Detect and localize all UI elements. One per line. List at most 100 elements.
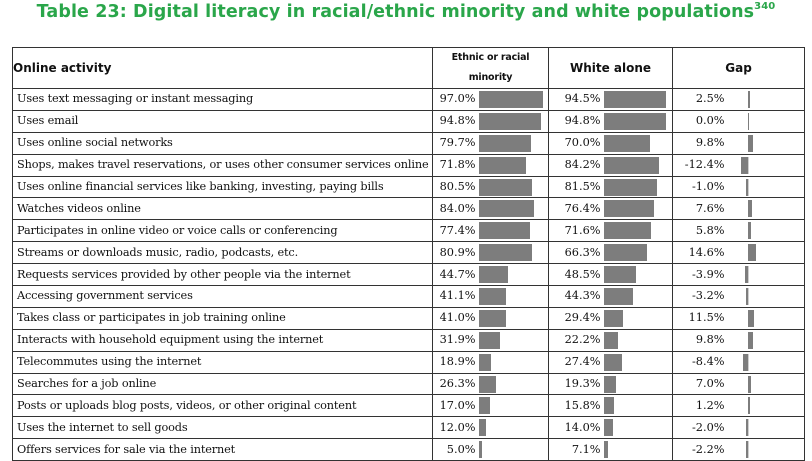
- ethnic-data-bar: [478, 353, 491, 371]
- white-bar-cell: [603, 88, 674, 111]
- gap-bar-cell: [727, 241, 806, 265]
- white-value-cell: 44.3%: [548, 285, 604, 308]
- white-bar-cell: [603, 285, 674, 308]
- white-bar-cell: [603, 328, 674, 352]
- header-gap: Gap: [672, 47, 806, 89]
- table-row: Interacts with household equipment using…: [12, 328, 806, 352]
- white-data-bar: [603, 244, 648, 262]
- white-data-bar: [603, 266, 636, 284]
- ethnic-value-cell: 77.4%: [432, 219, 479, 243]
- white-bar-cell: [603, 306, 674, 330]
- ethnic-bar-cell: [478, 153, 550, 177]
- ethnic-bar-cell: [478, 328, 550, 352]
- ethnic-bar-cell: [478, 219, 550, 243]
- table-body: Uses text messaging or instant messaging…: [12, 88, 806, 461]
- ethnic-data-bar: [478, 441, 482, 459]
- gap-bar-cell: [727, 263, 806, 287]
- activity-cell: Streams or downloads music, radio, podca…: [12, 241, 433, 265]
- gap-axis-line: [747, 288, 749, 306]
- ethnic-value-cell: 80.9%: [432, 241, 479, 265]
- ethnic-bar-cell: [478, 109, 550, 133]
- white-value-cell: 22.2%: [548, 328, 604, 352]
- ethnic-data-bar: [478, 309, 506, 327]
- table-row: Telecommutes using the internet 18.9% 27.4…: [12, 350, 806, 374]
- activity-cell: Interacts with household equipment using…: [12, 328, 433, 352]
- ethnic-data-bar: [478, 266, 508, 284]
- gap-value-cell: 7.0%: [672, 372, 728, 396]
- gap-bar-cell: [727, 394, 806, 418]
- gap-axis-line: [747, 266, 749, 284]
- table-row: Uses online financial services like bank…: [12, 175, 806, 199]
- gap-value-cell: -12.4%: [672, 153, 728, 177]
- ethnic-bar-cell: [478, 438, 550, 461]
- ethnic-data-bar: [478, 91, 543, 108]
- gap-bar-cell: [727, 88, 806, 111]
- table-row: Uses email 94.8% 94.8% 0.0%: [12, 109, 806, 133]
- ethnic-bar-cell: [478, 394, 550, 418]
- gap-axis-line: [747, 178, 749, 196]
- table-title-text: Table 23: Digital literacy in racial/eth…: [36, 2, 755, 22]
- white-bar-cell: [603, 438, 674, 461]
- header-white-alone: White alone: [548, 47, 674, 89]
- white-value-cell: 27.4%: [548, 350, 604, 374]
- activity-cell: Telecommutes using the internet: [12, 350, 433, 374]
- ethnic-data-bar: [478, 288, 506, 306]
- ethnic-value-cell: 31.9%: [432, 328, 479, 352]
- gap-value-cell: -1.0%: [672, 175, 728, 199]
- white-bar-cell: [603, 263, 674, 287]
- white-bar-cell: [603, 153, 674, 177]
- ethnic-data-bar: [478, 244, 532, 262]
- white-data-bar: [603, 441, 609, 459]
- activity-cell: Uses online financial services like bank…: [12, 175, 433, 199]
- gap-bar-cell: [727, 416, 806, 440]
- gap-data-bar: [747, 91, 750, 108]
- table-row: Uses the internet to sell goods 12.0% 14.0…: [12, 416, 806, 440]
- gap-value-cell: -8.4%: [672, 350, 728, 374]
- table-row: Takes class or participates in job train…: [12, 306, 806, 330]
- table-row: Accessing government services 41.1% 44.3% -…: [12, 285, 806, 308]
- gap-data-bar: [747, 309, 754, 327]
- gap-bar-cell: [727, 197, 806, 221]
- white-value-cell: 66.3%: [548, 241, 604, 265]
- header-online-activity: Online activity: [12, 47, 433, 89]
- gap-data-bar: [745, 178, 748, 196]
- ethnic-value-cell: 80.5%: [432, 175, 479, 199]
- gap-data-bar: [745, 266, 748, 284]
- gap-data-bar: [747, 244, 756, 262]
- white-value-cell: 84.2%: [548, 153, 604, 177]
- ethnic-bar-cell: [478, 131, 550, 155]
- ethnic-data-bar: [478, 419, 487, 437]
- header-row: Online activity Ethnic or racial minorit…: [12, 47, 806, 89]
- white-bar-cell: [603, 109, 674, 133]
- gap-value-cell: -3.2%: [672, 285, 728, 308]
- white-value-cell: 76.4%: [548, 197, 604, 221]
- gap-bar-cell: [727, 306, 806, 330]
- table-row: Streams or downloads music, radio, podca…: [12, 241, 806, 265]
- white-bar-cell: [603, 175, 674, 199]
- white-data-bar: [603, 375, 617, 393]
- table-row: Posts or uploads blog posts, videos, or …: [12, 394, 806, 418]
- white-data-bar: [603, 156, 660, 174]
- ethnic-data-bar: [478, 331, 500, 349]
- ethnic-bar-cell: [478, 285, 550, 308]
- ethnic-data-bar: [478, 112, 542, 130]
- footnote-marker: 340: [754, 1, 776, 13]
- ethnic-value-cell: 94.8%: [432, 109, 479, 133]
- table-row: Shops, makes travel reservations, or use…: [12, 153, 806, 177]
- ethnic-data-bar: [478, 375, 496, 393]
- gap-value-cell: 7.6%: [672, 197, 728, 221]
- header-ethnic-minority: Ethnic or racial minority: [431, 47, 550, 89]
- white-value-cell: 29.4%: [548, 306, 604, 330]
- ethnic-bar-cell: [478, 88, 550, 111]
- activity-cell: Shops, makes travel reservations, or use…: [12, 153, 433, 177]
- digital-literacy-table: Online activity Ethnic or racial minorit…: [12, 47, 806, 461]
- activity-cell: Accessing government services: [12, 285, 433, 308]
- gap-value-cell: 1.2%: [672, 394, 728, 418]
- gap-value-cell: 2.5%: [672, 88, 728, 111]
- table-row: Participates in online video or voice ca…: [12, 219, 806, 243]
- white-value-cell: 71.6%: [548, 219, 604, 243]
- gap-value-cell: 5.8%: [672, 219, 728, 243]
- table-row: Watches videos online 84.0% 76.4% 7.6%: [12, 197, 806, 221]
- white-data-bar: [603, 309, 623, 327]
- table-row: Uses text messaging or instant messaging…: [12, 88, 806, 111]
